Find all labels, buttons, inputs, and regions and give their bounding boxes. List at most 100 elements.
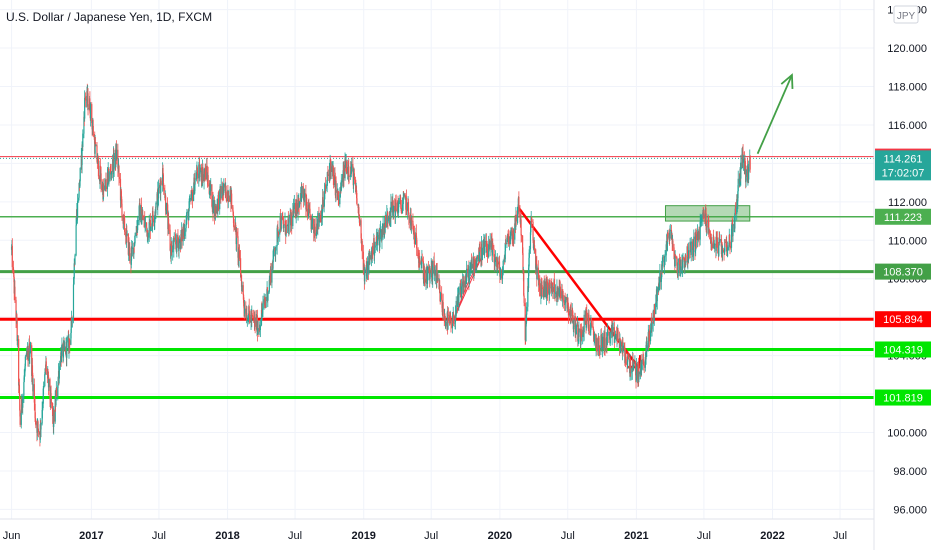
candle-body [316,223,318,229]
candle-body [405,197,408,212]
candle-body [66,341,68,343]
candle-body [144,222,147,224]
candle-body [528,249,530,258]
currency-badge[interactable]: JPY [893,5,919,24]
candle-body [473,259,476,270]
candle-body [330,162,332,173]
candle-body [636,366,639,379]
candle-body [436,271,438,279]
candle-body [614,333,617,337]
candle-body [445,321,447,327]
arrow-head [780,73,794,89]
candle-body [519,211,521,218]
candle-body [162,168,164,175]
candle-body [134,242,136,246]
candle-body [110,172,113,175]
candle-body [369,255,371,260]
candle-body [181,229,183,242]
candle-body [108,179,110,184]
candle-body [162,174,164,188]
candle-body [279,216,282,230]
candle-body [501,273,504,279]
candle-body [202,167,204,181]
candle-body [325,184,327,189]
candle-body [703,214,705,219]
candle-body [714,243,716,245]
candle-body [69,340,71,345]
candle-body [710,237,712,243]
candle-body [48,379,50,388]
candle-body [314,226,316,236]
y-tick-label: 96.000 [893,504,927,516]
candle-body [682,257,684,259]
candle-body [29,345,32,350]
candle-body [242,285,244,295]
candle-body [288,218,290,234]
candle-body [155,202,157,214]
candle-body [401,204,404,214]
candle-body [506,240,508,245]
candle-body [632,358,634,369]
candle-body [309,208,311,216]
candle-body [408,213,410,217]
candle-body [683,258,686,268]
candle-body [251,313,253,316]
candle-body [188,211,190,221]
candle-body [748,166,750,180]
candle-body [141,220,143,225]
x-tick-label: Jul [697,530,711,542]
candle-body [413,232,416,244]
candle-body [535,262,537,269]
x-tick-label: Jul [833,530,847,542]
candle-body [229,189,231,202]
candle-body [541,287,543,289]
candle-body [129,247,131,260]
candle-body [635,366,637,376]
candle-body [292,211,294,227]
candle-body [557,287,559,295]
candle-body [523,295,525,303]
candle-body [729,245,731,248]
candle-body [15,299,17,321]
candle-body [58,366,60,379]
candle-body [199,167,201,173]
candle-body [696,232,699,241]
candle-body [90,104,92,119]
candle-body [727,247,729,251]
candle-body [583,314,585,333]
price-label-box [875,263,931,280]
candle-body [254,317,256,327]
candle-body [11,245,13,268]
candle-body [482,247,485,249]
candle-body [360,220,362,239]
candle-body [285,225,288,227]
candle-body [573,326,575,330]
candle-body [664,255,666,258]
candle-body [666,233,668,251]
candle-body [575,325,577,335]
candle-body [228,201,230,202]
candle-body [672,240,674,248]
candle-body [63,346,66,348]
candle-body [248,306,250,313]
candle-body [558,282,561,297]
candle-body [424,278,426,283]
candle-body [298,201,301,207]
candle-body [43,386,45,389]
candle-body [392,205,395,213]
candle-body [197,173,199,179]
candle-body [280,215,282,230]
candle-body [667,233,669,238]
time-axis[interactable]: Jun 2017 Jul 2018 Jul 2019 Jul 2020 Jul 2021 Jul 20… [3,530,847,542]
candle-body [217,194,220,210]
x-tick-label: Jul [152,530,166,542]
candle-body [695,231,697,251]
candle-body [374,245,376,248]
candle-body [94,142,96,154]
candle-body [240,258,242,277]
candle-body [160,180,162,194]
candle-body [502,260,504,272]
candle-body [731,223,733,229]
